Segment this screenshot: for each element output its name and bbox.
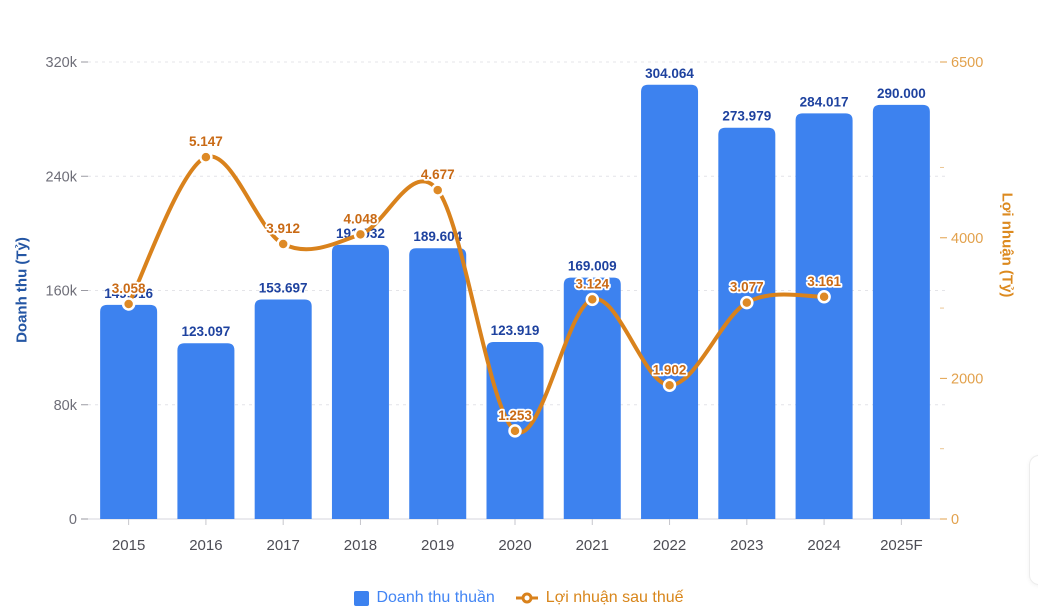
bar-2015[interactable] — [100, 304, 158, 519]
line-point-2017[interactable] — [276, 237, 290, 251]
line-point-2015[interactable] — [121, 297, 136, 311]
legend-item-profit[interactable]: Lợi nhuận sau thuế — [515, 589, 684, 607]
x-axis-label: 2021 — [576, 537, 609, 554]
legend-item-revenue[interactable]: Doanh thu thuần — [354, 589, 495, 607]
x-axis-label: 2022 — [653, 537, 686, 554]
bar-value-label: 169.009 — [568, 259, 617, 274]
bar-value-label: 153.697 — [259, 281, 308, 296]
bar-2018[interactable] — [331, 244, 389, 520]
right-axis-tick-label: 6500 — [951, 55, 983, 71]
x-axis-label: 2016 — [189, 537, 222, 554]
line-point-2024[interactable] — [817, 290, 831, 304]
line-point-2018[interactable] — [353, 227, 368, 242]
line-value-label: 5.147 — [189, 134, 223, 149]
bar-value-label: 304.064 — [645, 66, 694, 81]
x-axis-label: 2020 — [498, 537, 531, 554]
line-value-label: 3.077 — [730, 280, 764, 295]
right-axis-tick-label: 0 — [951, 512, 959, 528]
line-value-label: 1.902 — [653, 362, 687, 377]
side-panel-edge[interactable] — [1029, 455, 1038, 585]
left-axis-tick-label: 0 — [69, 512, 77, 528]
bar-value-label: 149.916 — [104, 286, 153, 301]
x-axis-label: 2018 — [344, 537, 377, 554]
line-series-marker-icon — [515, 592, 538, 604]
bar-series-swatch-icon — [354, 590, 370, 606]
x-axis-label: 2024 — [807, 537, 840, 554]
right-axis-tick-label: 2000 — [951, 371, 983, 387]
bar-value-label: 189.604 — [413, 229, 462, 244]
legend: Doanh thu thuần Lợi nhuận sau thuế — [0, 584, 1038, 612]
right-axis-tick-label: 4000 — [951, 231, 983, 247]
bar-2022[interactable] — [641, 84, 699, 519]
bar-2021[interactable] — [563, 277, 621, 519]
line-value-label: 1.253 — [498, 408, 532, 423]
bar-value-label: 123.919 — [491, 323, 540, 338]
right-axis-title: Lợi nhuận (Tỷ) — [998, 192, 1016, 298]
legend-label-profit: Lợi nhuận sau thuế — [545, 589, 684, 606]
line-value-label: 3.161 — [807, 274, 841, 289]
x-axis-label: 2015 — [112, 537, 145, 554]
bar-value-label: 284.017 — [800, 94, 849, 109]
x-axis-label: 2019 — [421, 537, 454, 554]
line-point-2021[interactable] — [585, 292, 600, 307]
line-value-label: 4.677 — [421, 167, 455, 182]
bar-value-label: 273.979 — [722, 109, 771, 124]
bar-2017[interactable] — [254, 299, 312, 519]
profit-line — [126, 154, 827, 435]
line-point-2016[interactable] — [199, 150, 213, 164]
bar-2023[interactable] — [718, 127, 776, 519]
line-value-label: 3.912 — [266, 221, 300, 236]
line-point-2022[interactable] — [662, 378, 677, 393]
bar-2024[interactable] — [795, 113, 853, 520]
bar-value-label: 290.000 — [877, 86, 926, 101]
bar-2025F[interactable] — [872, 104, 930, 519]
left-axis-tick-label: 320k — [46, 55, 78, 71]
x-axis-label: 2017 — [266, 537, 299, 554]
left-axis-title: Doanh thu (Tỷ) — [13, 237, 31, 343]
left-axis-tick-label: 240k — [46, 169, 78, 185]
line-point-2019[interactable] — [430, 183, 445, 197]
x-axis-label: 2025F — [880, 537, 923, 554]
left-axis-tick-label: 160k — [46, 284, 78, 300]
left-axis-tick-label: 80k — [54, 398, 78, 414]
line-value-label: 4.048 — [344, 211, 378, 226]
bar-value-label: 123.097 — [182, 324, 231, 339]
line-point-2020[interactable] — [508, 424, 522, 438]
bar-2019[interactable] — [409, 248, 467, 519]
x-axis-label: 2023 — [730, 537, 763, 554]
line-value-label: 3.058 — [112, 281, 146, 296]
line-point-2023[interactable] — [740, 295, 754, 310]
bar-2016[interactable] — [177, 343, 235, 519]
legend-label-revenue: Doanh thu thuần — [376, 589, 495, 606]
line-value-label: 3.124 — [575, 276, 609, 291]
